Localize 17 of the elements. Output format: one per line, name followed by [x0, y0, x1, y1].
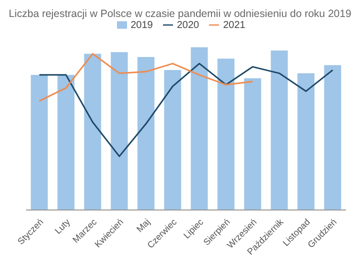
bar [30, 74, 48, 210]
legend-label: 2021 [223, 20, 246, 31]
bar [217, 58, 234, 210]
bar [57, 74, 74, 210]
legend-label: 2020 [176, 20, 200, 31]
bar [110, 52, 128, 210]
bar [84, 54, 102, 210]
bar [324, 65, 342, 210]
bar [244, 78, 262, 210]
bar [190, 47, 208, 210]
bar [137, 57, 154, 210]
x-tick-label: Luty [52, 216, 72, 236]
bar [164, 70, 182, 210]
legend-label: 2019 [130, 20, 153, 31]
bar [297, 73, 314, 210]
chart-title: Liczba rejestracji w Polsce w czasie pandemii w odniesieniu do roku 2019 [8, 8, 352, 20]
bar [270, 50, 288, 210]
